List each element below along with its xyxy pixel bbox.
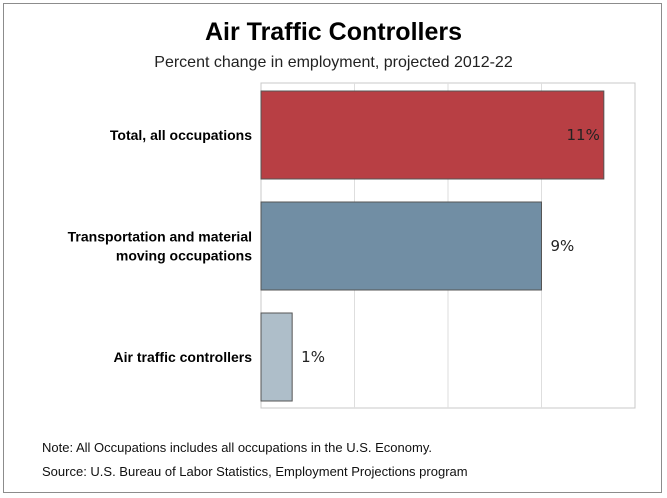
bar: [260, 201, 542, 291]
value-label: 11%: [566, 126, 599, 144]
category-label: Total, all occupations: [110, 127, 252, 143]
category-labels: Total, all occupations Transportation and…: [68, 127, 253, 365]
value-label: 1%: [301, 348, 325, 366]
category-label: moving occupations: [116, 248, 252, 264]
chart-note: Note: All Occupations includes all occup…: [42, 440, 432, 455]
bar: [260, 90, 605, 180]
bars: [260, 90, 605, 402]
chart-source: Source: U.S. Bureau of Labor Statistics,…: [42, 464, 468, 479]
bar: [260, 312, 293, 402]
chart-title: Air Traffic Controllers: [205, 18, 462, 46]
value-label: 9%: [551, 237, 575, 255]
category-label: Air traffic controllers: [114, 349, 253, 365]
value-labels: 11% 9% 1%: [301, 126, 600, 366]
chart-subtitle: Percent change in employment, projected …: [154, 54, 513, 71]
category-label: Transportation and material: [68, 229, 252, 245]
